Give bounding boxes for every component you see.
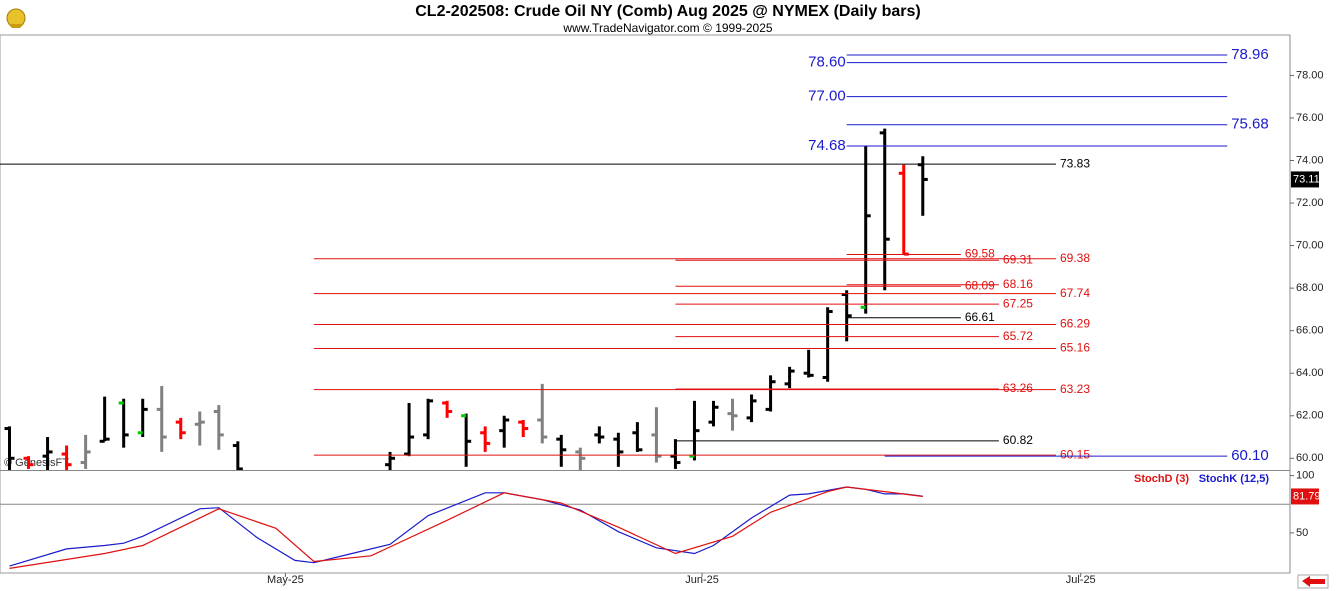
level-label: 78.60 bbox=[808, 54, 846, 71]
y-tick-label: 74.00 bbox=[1296, 154, 1324, 166]
level-label: 65.16 bbox=[1060, 341, 1090, 355]
level-label: 67.74 bbox=[1060, 286, 1090, 300]
level-label: 69.31 bbox=[1003, 252, 1033, 266]
level-label: 60.10 bbox=[1231, 447, 1269, 464]
last-value-tag bbox=[1291, 488, 1319, 505]
level-label: 66.29 bbox=[1060, 317, 1090, 331]
y-tick-label: 70.00 bbox=[1296, 239, 1324, 251]
plot-layer bbox=[4, 128, 928, 470]
chart-subtitle: www.TradeNavigator.com © 1999-2025 bbox=[562, 21, 772, 35]
plot-frame bbox=[0, 34, 1291, 574]
level-label: 77.00 bbox=[808, 88, 846, 105]
y-tick-label: 64.00 bbox=[1296, 367, 1324, 379]
x-tick-label: Jun-25 bbox=[685, 574, 719, 586]
level-label: 63.26 bbox=[1003, 381, 1033, 395]
y-tick-label: 60.00 bbox=[1296, 452, 1324, 464]
y-tick-label: 72.00 bbox=[1296, 197, 1324, 209]
level-label: 68.16 bbox=[1003, 277, 1033, 291]
legend-entry: StochD (3) bbox=[1134, 473, 1189, 485]
y-tick-label: 66.00 bbox=[1296, 325, 1324, 337]
level-label: 69.38 bbox=[1060, 251, 1090, 265]
stoch-line bbox=[9, 486, 923, 569]
level-label: 69.58 bbox=[965, 247, 995, 261]
last-value-label: 81.79 bbox=[1293, 490, 1321, 502]
last-price-tag bbox=[1291, 171, 1319, 188]
level-label: 67.25 bbox=[1003, 296, 1033, 310]
y-tick-label: 78.00 bbox=[1296, 69, 1324, 81]
plot-layer bbox=[9, 486, 923, 569]
chart-title: CL2-202508: Crude Oil NY (Comb) Aug 2025… bbox=[415, 3, 921, 20]
x-tick-label: May-25 bbox=[267, 574, 304, 586]
logo-icon bbox=[6, 8, 26, 28]
legend-entry: StochK (12,5) bbox=[1199, 473, 1270, 485]
y-tick-label: 62.00 bbox=[1296, 410, 1324, 422]
level-label: 78.96 bbox=[1231, 46, 1269, 63]
x-tick-label: Jul-25 bbox=[1066, 574, 1096, 586]
level-label: 68.09 bbox=[965, 278, 995, 292]
level-label: 60.82 bbox=[1003, 433, 1033, 447]
level-label: 60.15 bbox=[1060, 447, 1090, 461]
back-arrow[interactable] bbox=[1297, 574, 1329, 589]
y-tick-label: 50 bbox=[1296, 527, 1308, 539]
level-label: 73.83 bbox=[1060, 156, 1090, 170]
last-price-label: 73.11 bbox=[1293, 173, 1320, 185]
watermark: © GenesisFT bbox=[4, 457, 69, 469]
level-label: 75.68 bbox=[1231, 116, 1269, 133]
level-label: 74.68 bbox=[808, 137, 846, 154]
level-label: 63.23 bbox=[1060, 382, 1090, 396]
level-label: 66.61 bbox=[965, 310, 995, 324]
y-tick-label: 100 bbox=[1296, 469, 1314, 481]
level-label: 65.72 bbox=[1003, 329, 1033, 343]
y-tick-label: 76.00 bbox=[1296, 112, 1324, 124]
y-tick-label: 68.00 bbox=[1296, 282, 1324, 294]
